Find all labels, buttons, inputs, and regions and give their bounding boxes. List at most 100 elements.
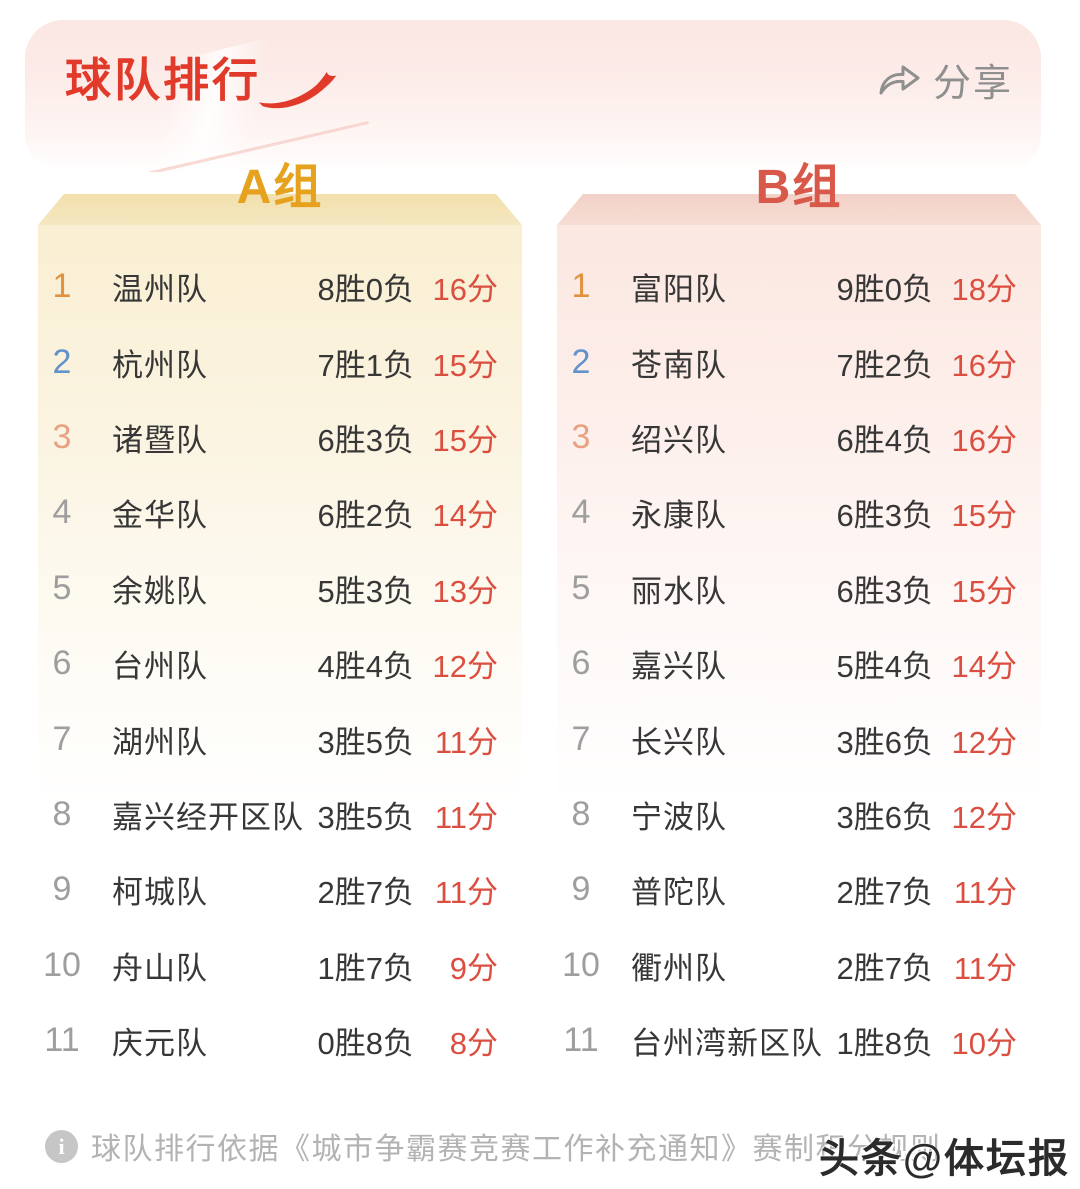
row-record: 1胜8负: [836, 1026, 933, 1062]
row-points: 16分: [951, 422, 1017, 458]
table-row: 7 湖州队 3胜5负 11分: [38, 701, 522, 776]
watermark: 头条@体坛报: [818, 1137, 1070, 1181]
table-row: 10 舟山队 1胜7负 9分: [38, 928, 522, 1003]
row-record: 6胜3负: [836, 498, 933, 534]
table-row: 1 富阳队 9胜0负 18分: [557, 249, 1041, 324]
group-b-title: B组: [755, 161, 843, 214]
row-team: 杭州队: [112, 347, 208, 383]
row-record: 4胜4负: [317, 649, 414, 685]
row-record: 2胜7负: [317, 875, 414, 911]
row-points: 15分: [951, 498, 1017, 534]
row-team: 舟山队: [112, 950, 208, 986]
row-points: 12分: [432, 649, 498, 685]
row-record: 3胜5负: [317, 724, 414, 760]
group-b-panel-lid: [557, 194, 1041, 225]
row-record: 0胜8负: [317, 1026, 414, 1062]
table-row: 6 嘉兴队 5胜4负 14分: [557, 626, 1041, 701]
row-points: 12分: [951, 724, 1017, 760]
table-row: 8 嘉兴经开区队 3胜5负 11分: [38, 777, 522, 852]
row-record: 9胜0负: [836, 272, 933, 308]
table-row: 5 余姚队 5胜3负 13分: [38, 551, 522, 626]
row-rank: 5: [571, 568, 591, 607]
row-team: 余姚队: [112, 573, 208, 609]
row-team: 富阳队: [631, 272, 727, 308]
row-record: 2胜7负: [836, 875, 933, 911]
row-rank: 7: [52, 719, 72, 758]
header-card: 球队排行 分享: [25, 20, 1041, 172]
row-points: 11分: [434, 799, 498, 835]
row-rank: 5: [52, 568, 72, 607]
table-row: 5 丽水队 6胜3负 15分: [557, 551, 1041, 626]
row-team: 长兴队: [631, 724, 727, 760]
row-rank: 4: [571, 493, 591, 532]
row-rank: 6: [52, 644, 72, 683]
group-a-panel-lid: [38, 194, 522, 225]
row-rank: 3: [52, 417, 72, 456]
table-row: 4 金华队 6胜2负 14分: [38, 475, 522, 550]
row-points: 16分: [432, 272, 498, 308]
group-b-ranking-list: 1 富阳队 9胜0负 18分 2 苍南队 7胜2负 16分 3 绍兴队 6胜4负…: [557, 225, 1041, 1079]
table-row: 1 温州队 8胜0负 16分: [38, 249, 522, 324]
group-a-title: A组: [236, 161, 324, 214]
row-record: 6胜2负: [317, 498, 414, 534]
row-team: 湖州队: [112, 724, 208, 760]
table-row: 7 长兴队 3胜6负 12分: [557, 701, 1041, 776]
row-points: 15分: [951, 573, 1017, 609]
row-rank: 9: [52, 870, 72, 909]
row-record: 8胜0负: [317, 272, 414, 308]
row-record: 2胜7负: [836, 950, 933, 986]
row-points: 11分: [434, 875, 498, 911]
row-team: 苍南队: [631, 347, 727, 383]
row-rank: 11: [563, 1021, 599, 1060]
brush-swoosh-icon: [258, 71, 337, 108]
table-row: 10 衢州队 2胜7负 11分: [557, 928, 1041, 1003]
row-team: 永康队: [631, 498, 727, 534]
row-points: 15分: [432, 422, 498, 458]
footer-note-bar: i 球队排行依据《城市争霸赛竞赛工作补充通知》赛制积分规则: [45, 1124, 1060, 1168]
row-points: 12分: [951, 799, 1017, 835]
row-team: 衢州队: [631, 950, 727, 986]
row-rank: 1: [571, 267, 591, 306]
table-row: 6 台州队 4胜4负 12分: [38, 626, 522, 701]
page-title: 球队排行: [65, 53, 261, 106]
row-rank: 2: [571, 342, 591, 381]
row-points: 16分: [951, 347, 1017, 383]
row-record: 3胜5负: [317, 799, 414, 835]
row-rank: 2: [52, 342, 72, 381]
table-row: 4 永康队 6胜3负 15分: [557, 475, 1041, 550]
row-record: 7胜2负: [836, 347, 933, 383]
row-points: 10分: [951, 1026, 1017, 1062]
row-record: 5胜3负: [317, 573, 414, 609]
group-a-section: A组 1 温州队 8胜0负 16分 2 杭州队 7胜1负 15分 3 诸暨队 6…: [38, 161, 522, 1079]
table-row: 2 苍南队 7胜2负 16分: [557, 324, 1041, 399]
table-row: 11 台州湾新区队 1胜8负 10分: [557, 1003, 1041, 1078]
row-record: 6胜3负: [317, 422, 414, 458]
table-row: 8 宁波队 3胜6负 12分: [557, 777, 1041, 852]
row-rank: 8: [52, 794, 72, 833]
row-rank: 6: [571, 644, 591, 683]
row-record: 3胜6负: [836, 799, 933, 835]
row-record: 3胜6负: [836, 724, 933, 760]
row-team: 柯城队: [112, 875, 208, 911]
table-row: 3 绍兴队 6胜4负 16分: [557, 400, 1041, 475]
row-team: 金华队: [112, 498, 208, 534]
table-row: 3 诸暨队 6胜3负 15分: [38, 400, 522, 475]
row-points: 11分: [434, 724, 498, 760]
row-points: 15分: [432, 347, 498, 383]
row-points: 9分: [449, 950, 498, 986]
share-icon: [879, 65, 920, 94]
group-panels: A组 1 温州队 8胜0负 16分 2 杭州队 7胜1负 15分 3 诸暨队 6…: [38, 161, 1041, 1079]
table-row: 11 庆元队 0胜8负 8分: [38, 1003, 522, 1078]
row-team: 宁波队: [631, 799, 727, 835]
share-button[interactable]: 分享: [877, 52, 1013, 107]
row-rank: 11: [44, 1021, 80, 1060]
row-team: 台州队: [112, 649, 208, 685]
row-record: 1胜7负: [317, 950, 414, 986]
row-rank: 7: [571, 719, 591, 758]
row-team: 绍兴队: [631, 422, 727, 458]
row-points: 13分: [432, 573, 498, 609]
row-points: 8分: [449, 1026, 498, 1062]
row-team: 嘉兴经开区队: [112, 799, 304, 835]
group-a-ranking-list: 1 温州队 8胜0负 16分 2 杭州队 7胜1负 15分 3 诸暨队 6胜3负…: [38, 225, 522, 1079]
table-row: 9 普陀队 2胜7负 11分: [557, 852, 1041, 927]
